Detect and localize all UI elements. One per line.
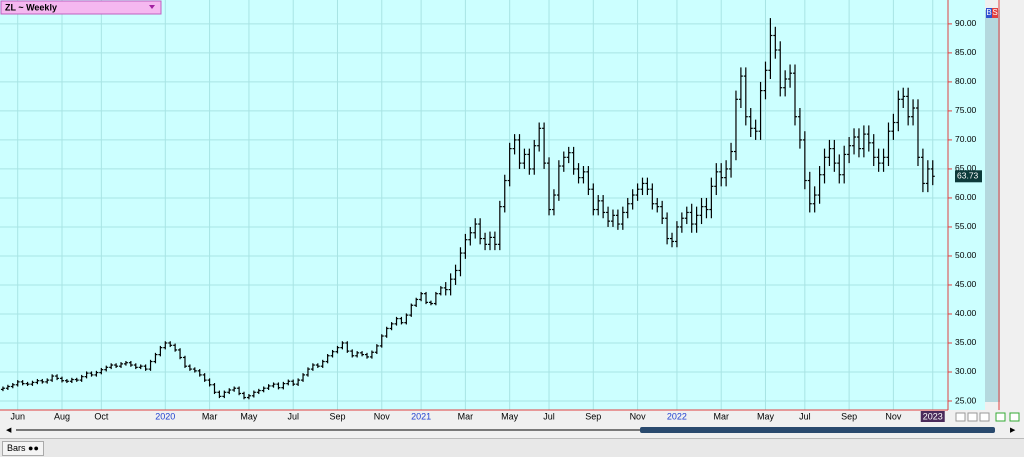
x-tick-label: Sep: [841, 411, 857, 421]
y-tick-label: 35.00: [955, 337, 977, 347]
y-tick-label: 65.00: [955, 163, 977, 173]
x-tick-label: Mar: [713, 411, 729, 421]
title-box[interactable]: [0, 0, 162, 15]
y-tick-label: 30.00: [955, 366, 977, 376]
y-tick-label: 85.00: [955, 47, 977, 57]
price-axis-background: [948, 0, 985, 410]
x-tick-label: Sep: [329, 411, 345, 421]
x-tick-label: Mar: [202, 411, 218, 421]
x-tick-label: Nov: [630, 411, 647, 421]
y-tick-label: 40.00: [955, 308, 977, 318]
y-tick-label: 25.00: [955, 395, 977, 405]
y-tick-label: 70.00: [955, 134, 977, 144]
tool-button[interactable]: [967, 412, 978, 422]
last-price-box: [955, 170, 982, 183]
badge-buy: B: [986, 8, 991, 17]
x-tick-label: Jul: [799, 411, 811, 421]
badge-sell: S: [992, 8, 997, 17]
tool-button[interactable]: [955, 412, 966, 422]
x-tick-label: Aug: [54, 411, 70, 421]
x-tick-label: Jul: [287, 411, 299, 421]
plot-background: [0, 0, 948, 410]
last-price-label: 63.73: [957, 171, 979, 181]
dropdown-arrow[interactable]: [149, 5, 155, 9]
toolbar-label: Bars: [7, 443, 26, 453]
x-tick-label: Nov: [374, 411, 391, 421]
badge-buy-box[interactable]: [986, 8, 992, 18]
y-tick-label: 80.00: [955, 76, 977, 86]
chart: ZL ~ Weekly B S ◀ ▶ 25.00 30.00 35.00 40.00…: [0, 0, 1020, 434]
side-strip: [985, 10, 1000, 402]
x-tick-label: May: [240, 411, 258, 421]
x-tick-label: 2020: [155, 411, 175, 421]
y-tick-label: 90.00: [955, 18, 977, 28]
bars-tab[interactable]: Bars ●●: [2, 441, 44, 456]
x-tick-label: Sep: [585, 411, 601, 421]
x-tick-label: Mar: [458, 411, 474, 421]
tool-button[interactable]: [995, 412, 1006, 422]
x-tick-label: Nov: [885, 411, 902, 421]
scroll-left[interactable]: ◀: [6, 427, 12, 434]
y-tick-label: 55.00: [955, 221, 977, 231]
scroll-thumb[interactable]: [640, 427, 995, 433]
y-tick-label: 60.00: [955, 192, 977, 202]
y-tick-label: 75.00: [955, 105, 977, 115]
zoom-buttons: [955, 412, 1020, 422]
x-tick-label: May: [757, 411, 775, 421]
x-tick-label: 2022: [667, 411, 687, 421]
x-tick-label: May: [501, 411, 519, 421]
x-tick-label: Jun: [10, 411, 25, 421]
y-tick-label: 45.00: [955, 279, 977, 289]
x-tick-label: Oct: [94, 411, 109, 421]
x-tick-highlight: [920, 411, 945, 422]
x-tick-label: Jul: [543, 411, 555, 421]
badge-sell-box[interactable]: [992, 8, 998, 18]
y-tick-label: 50.00: [955, 250, 977, 260]
x-tick-label: 2023: [923, 411, 943, 421]
chart-title: ZL ~ Weekly: [5, 2, 57, 12]
toolbar: Bars ●●: [0, 438, 1024, 457]
x-tick-label: 2021: [411, 411, 431, 421]
tool-button[interactable]: [1009, 412, 1020, 422]
scroll-right[interactable]: ▶: [1010, 427, 1016, 434]
tool-button[interactable]: [979, 412, 990, 422]
